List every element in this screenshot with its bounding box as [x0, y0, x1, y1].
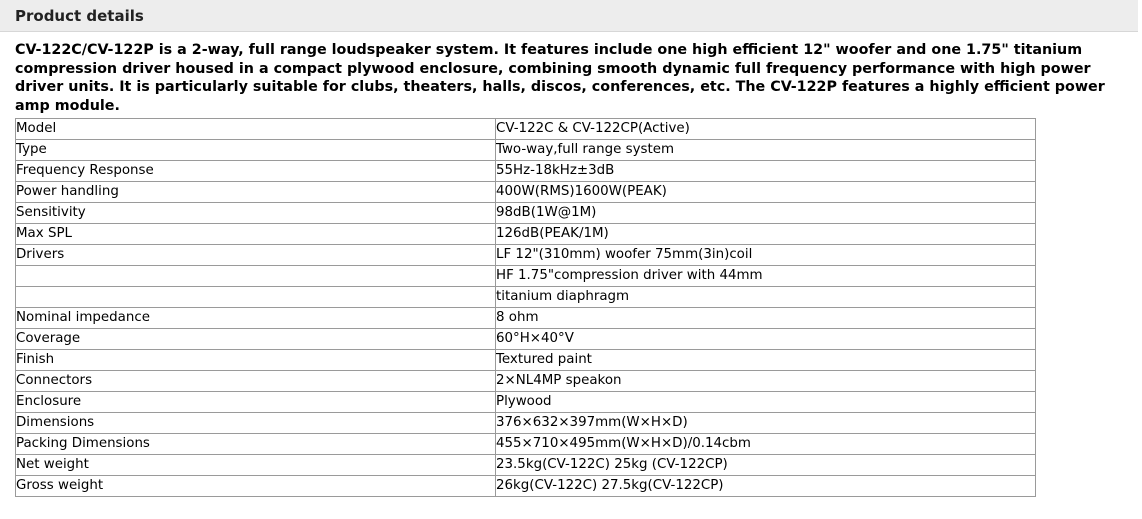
- spec-label: Finish: [15, 349, 496, 371]
- spec-label: Net weight: [15, 454, 496, 476]
- spec-label: Enclosure: [15, 391, 496, 413]
- table-row: Finish Textured paint: [15, 349, 1036, 371]
- section-header: Product details: [0, 0, 1138, 32]
- spec-value: LF 12"(310mm) woofer 75mm(3in)coil: [495, 244, 1036, 266]
- spec-label: [15, 286, 496, 308]
- spec-value: 60°H×40°V: [495, 328, 1036, 350]
- table-row: HF 1.75"compression driver with 44mm: [15, 265, 1036, 287]
- spec-label: Type: [15, 139, 496, 161]
- spec-value: 126dB(PEAK/1M): [495, 223, 1036, 245]
- table-row: Coverage 60°H×40°V: [15, 328, 1036, 350]
- table-row: Type Two-way,full range system: [15, 139, 1036, 161]
- table-row: Net weight 23.5kg(CV-122C) 25kg (CV-122CP…: [15, 454, 1036, 476]
- spec-value: 26kg(CV-122C) 27.5kg(CV-122CP): [495, 475, 1036, 497]
- spec-label: Coverage: [15, 328, 496, 350]
- spec-label: Power handling: [15, 181, 496, 203]
- table-row: Frequency Response 55Hz-18kHz±3dB: [15, 160, 1036, 182]
- spec-label: [15, 265, 496, 287]
- table-row: Drivers LF 12"(310mm) woofer 75mm(3in)coi…: [15, 244, 1036, 266]
- table-row: Sensitivity 98dB(1W@1M): [15, 202, 1036, 224]
- table-row: Nominal impedance 8 ohm: [15, 307, 1036, 329]
- table-row: Connectors 2×NL4MP speakon: [15, 370, 1036, 392]
- spec-value: Two-way,full range system: [495, 139, 1036, 161]
- spec-table: Model CV-122C & CV-122CP(Active) Type Two-w…: [15, 118, 1036, 497]
- spec-label: Connectors: [15, 370, 496, 392]
- spec-label: Sensitivity: [15, 202, 496, 224]
- spec-value: HF 1.75"compression driver with 44mm: [495, 265, 1036, 287]
- spec-label: Drivers: [15, 244, 496, 266]
- spec-value: Textured paint: [495, 349, 1036, 371]
- spec-value: 2×NL4MP speakon: [495, 370, 1036, 392]
- section-title: Product details: [15, 7, 144, 25]
- spec-value: 23.5kg(CV-122C) 25kg (CV-122CP): [495, 454, 1036, 476]
- spec-label: Model: [15, 118, 496, 140]
- table-row: titanium diaphragm: [15, 286, 1036, 308]
- spec-label: Frequency Response: [15, 160, 496, 182]
- spec-label: Gross weight: [15, 475, 496, 497]
- table-row: Gross weight 26kg(CV-122C) 27.5kg(CV-122C…: [15, 475, 1036, 497]
- spec-label: Dimensions: [15, 412, 496, 434]
- spec-label: Max SPL: [15, 223, 496, 245]
- table-row: Model CV-122C & CV-122CP(Active): [15, 118, 1036, 140]
- spec-label: Nominal impedance: [15, 307, 496, 329]
- spec-value: 8 ohm: [495, 307, 1036, 329]
- spec-table-body: Model CV-122C & CV-122CP(Active) Type Two-w…: [15, 118, 1036, 497]
- spec-value: Plywood: [495, 391, 1036, 413]
- product-description: CV-122C/CV-122P is a 2-way, full range l…: [15, 42, 1105, 114]
- spec-value: titanium diaphragm: [495, 286, 1036, 308]
- table-row: Max SPL 126dB(PEAK/1M): [15, 223, 1036, 245]
- table-row: Dimensions 376×632×397mm(W×H×D): [15, 412, 1036, 434]
- spec-value: 98dB(1W@1M): [495, 202, 1036, 224]
- table-row: Power handling 400W(RMS)1600W(PEAK): [15, 181, 1036, 203]
- spec-value: 455×710×495mm(W×H×D)/0.14cbm: [495, 433, 1036, 455]
- spec-value: 376×632×397mm(W×H×D): [495, 412, 1036, 434]
- spec-value: 400W(RMS)1600W(PEAK): [495, 181, 1036, 203]
- table-row: Packing Dimensions 455×710×495mm(W×H×D)/0…: [15, 433, 1036, 455]
- spec-value: CV-122C & CV-122CP(Active): [495, 118, 1036, 140]
- spec-value: 55Hz-18kHz±3dB: [495, 160, 1036, 182]
- spec-label: Packing Dimensions: [15, 433, 496, 455]
- table-row: Enclosure Plywood: [15, 391, 1036, 413]
